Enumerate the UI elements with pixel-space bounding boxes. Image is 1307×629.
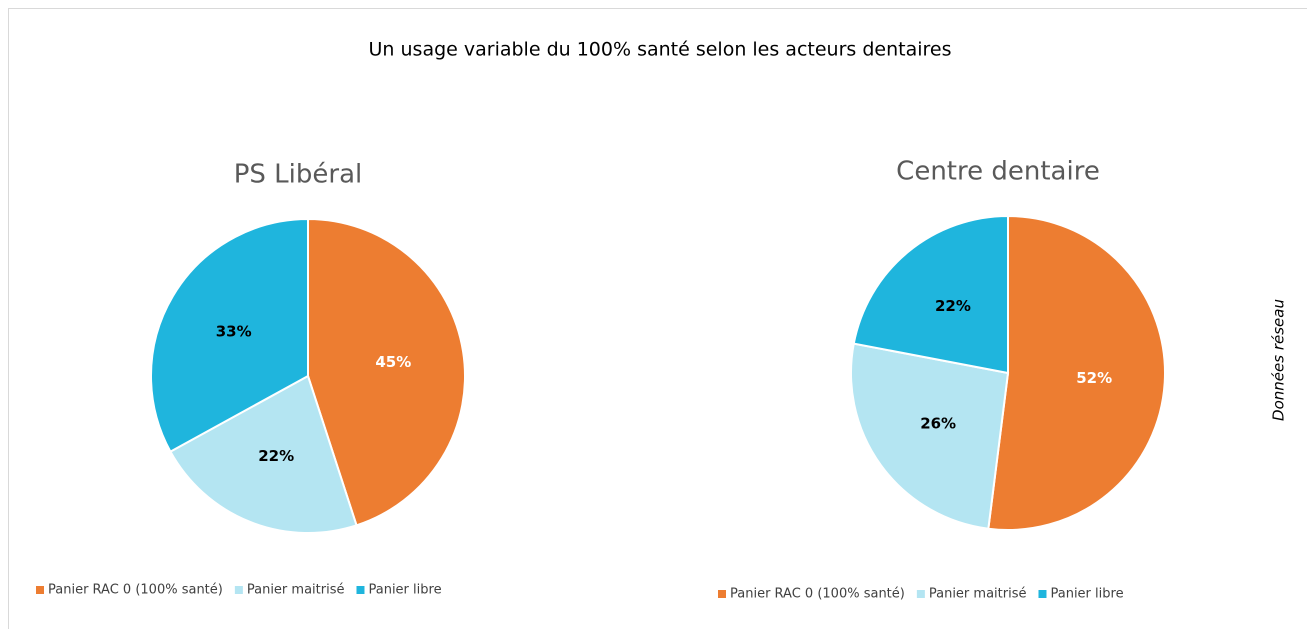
legend-label: Panier libre [1050,587,1123,602]
pie-slice [850,342,1010,530]
legend-swatch [356,586,365,594]
legend-label: Panier libre [368,583,441,598]
legend-label: Panier RAC 0 (100% santé) [730,587,905,602]
data-label: 26% [920,414,956,432]
legend-swatch [234,586,243,594]
legend-label: Panier maitrisé [929,587,1027,602]
data-label: 33% [216,323,252,341]
frame [8,8,1307,629]
chart-title: Un usage variable du 100% santé selon le… [369,39,952,61]
legend-label: Panier maitrisé [247,583,345,598]
legend-swatch [36,586,44,594]
data-label: 22% [258,447,294,465]
pie-title: Centre dentaire [896,157,1100,187]
pie-slice [169,374,358,534]
legend-label: Panier RAC 0 (100% santé) [48,583,223,598]
legend-swatch [1038,590,1047,598]
pie-slice [150,217,309,453]
data-label: 45% [375,353,411,371]
annotation: Données réseau [1270,299,1288,421]
pie-slice [852,214,1009,375]
pie-slice [307,217,466,527]
data-label: 52% [1076,369,1112,387]
pie-slice [987,214,1166,531]
data-label: 22% [935,297,971,315]
legend-swatch [916,590,925,598]
legend-swatch [718,590,726,598]
pie-title: PS Libéral [234,160,363,190]
